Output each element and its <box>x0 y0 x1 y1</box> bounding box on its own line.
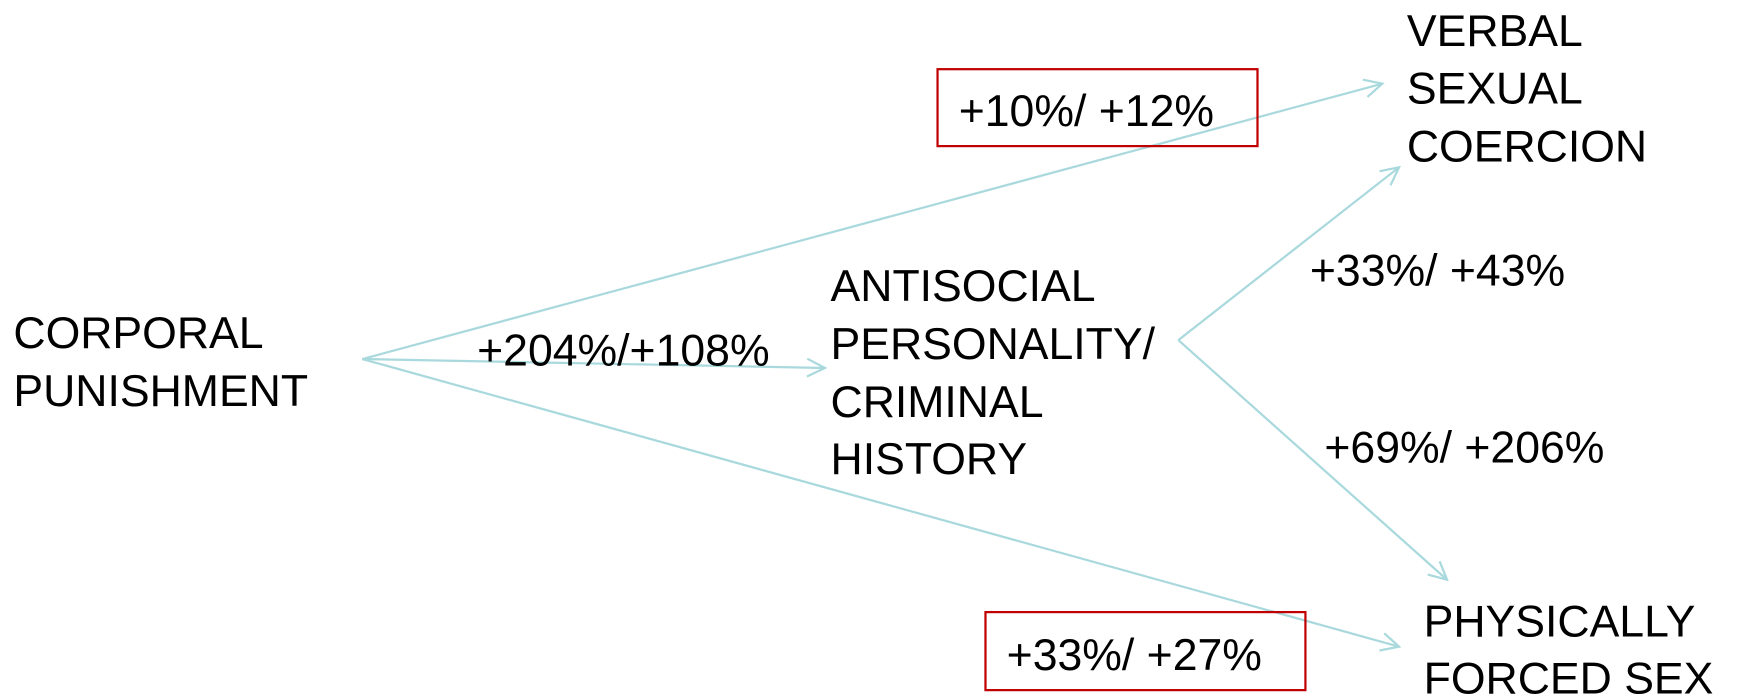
edge-label: +33%/ +27% <box>1007 631 1262 680</box>
edge-arrow <box>362 84 1382 361</box>
node-label: PHYSICALLY <box>1424 598 1696 647</box>
node-label: COERCION <box>1407 123 1647 172</box>
node-label: HISTORY <box>831 435 1028 484</box>
edge-label: +10%/ +12% <box>959 87 1214 136</box>
edge-arrow <box>362 357 1399 647</box>
node-label: ANTISOCIAL <box>831 262 1096 311</box>
edge-arrow <box>1177 167 1399 341</box>
highlight-box <box>936 68 1259 148</box>
edge-arrow <box>362 359 825 368</box>
node-label: VERBAL <box>1407 7 1583 56</box>
node-label: CRIMINAL <box>831 378 1044 427</box>
node-label: FORCED SEX <box>1424 654 1714 698</box>
edge-label: +33%/ +43% <box>1310 246 1565 295</box>
edge-label: +204%/+108% <box>477 327 769 376</box>
highlight-box <box>984 610 1307 692</box>
node-label: SEXUAL <box>1407 65 1583 114</box>
edge-label: +69%/ +206% <box>1324 424 1604 473</box>
node-label: PUNISHMENT <box>13 367 308 416</box>
node-label: PERSONALITY/ <box>831 320 1156 369</box>
node-label: CORPORAL <box>13 309 263 358</box>
edge-arrow <box>1177 339 1447 580</box>
